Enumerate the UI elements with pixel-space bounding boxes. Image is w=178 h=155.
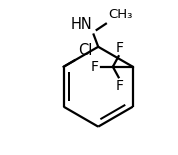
Text: HN: HN bbox=[70, 17, 92, 32]
Text: F: F bbox=[91, 60, 99, 74]
Text: CH₃: CH₃ bbox=[108, 8, 133, 21]
Text: Cl: Cl bbox=[78, 43, 93, 58]
Text: F: F bbox=[115, 79, 123, 93]
Text: F: F bbox=[115, 41, 123, 55]
